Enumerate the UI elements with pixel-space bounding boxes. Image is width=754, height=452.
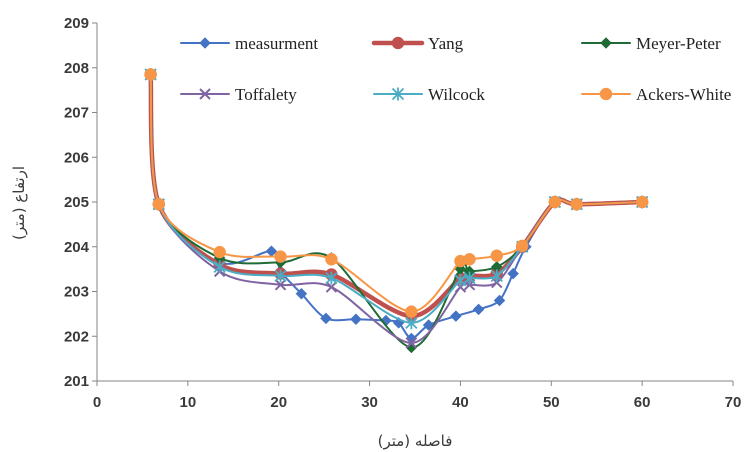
legend-label: Yang bbox=[428, 34, 464, 53]
y-tick-label: 206 bbox=[64, 149, 89, 166]
series-yang bbox=[144, 68, 649, 323]
legend-swatch-marker bbox=[600, 37, 612, 49]
data-point-ackers-white bbox=[635, 195, 649, 209]
data-point-wilcock bbox=[454, 273, 467, 287]
data-point-measurment bbox=[295, 287, 308, 300]
series-line-yang bbox=[148, 72, 645, 319]
legend-label: Toffalety bbox=[235, 85, 297, 104]
legend-label: Wilcock bbox=[428, 85, 485, 104]
x-tick-label: 0 bbox=[93, 394, 101, 411]
x-tick-label: 10 bbox=[180, 394, 197, 411]
data-point-ackers-white bbox=[274, 250, 287, 263]
data-point-measurment bbox=[450, 310, 462, 322]
legend-label: Meyer-Peter bbox=[636, 34, 721, 53]
data-point-toffalety bbox=[274, 279, 287, 291]
data-point-ackers-white bbox=[405, 305, 418, 318]
legend-label: Ackers-White bbox=[636, 85, 731, 104]
data-point-ackers-white bbox=[144, 68, 157, 81]
x-tick-label: 20 bbox=[270, 394, 287, 411]
axes: 201 202 203 204 205 206 207 208 209 0 10 20 30 40 50 60… bbox=[64, 15, 741, 411]
x-tick-label: 40 bbox=[452, 394, 469, 411]
legend-item-measurment: measurment bbox=[180, 34, 318, 53]
data-point-ackers-white bbox=[515, 239, 529, 253]
y-tick-label: 207 bbox=[64, 105, 89, 122]
legend-swatch-marker bbox=[599, 87, 613, 101]
legend: measurment Yang Meyer-Peter Toffalety Wilcoc… bbox=[180, 34, 731, 104]
series-line-toffalety bbox=[149, 73, 644, 344]
y-axis-title: ارتفاع (متر) bbox=[10, 166, 28, 240]
y-tick-label: 203 bbox=[64, 284, 89, 301]
data-point-ackers-white bbox=[152, 197, 166, 211]
x-tick-label: 60 bbox=[634, 394, 651, 411]
legend-swatch-marker bbox=[391, 87, 405, 101]
data-point-wilcock bbox=[463, 271, 476, 285]
data-point-ackers-white bbox=[463, 253, 476, 266]
y-tick-label: 201 bbox=[64, 373, 89, 390]
data-point-wilcock bbox=[405, 316, 418, 330]
x-tick-label: 30 bbox=[361, 394, 378, 411]
y-tick-label: 202 bbox=[64, 328, 89, 345]
data-point-measurment bbox=[320, 312, 332, 325]
legend-item-toffalety: Toffalety bbox=[180, 85, 297, 104]
y-tick-label: 205 bbox=[64, 194, 89, 211]
data-point-ackers-white bbox=[213, 245, 226, 259]
data-point-wilcock bbox=[490, 269, 503, 283]
data-point-measurment bbox=[350, 313, 362, 326]
legend-item-meyer-peter: Meyer-Peter bbox=[581, 34, 721, 53]
y-tick-label: 204 bbox=[64, 239, 90, 256]
data-point-measurment bbox=[507, 267, 519, 280]
legend-item-wilcock: Wilcock bbox=[373, 85, 485, 104]
y-tick-label: 208 bbox=[64, 60, 89, 77]
legend-item-ackers-white: Ackers-White bbox=[581, 85, 731, 104]
data-point-toffalety bbox=[325, 281, 338, 293]
x-axis-title: فاصله (متر) bbox=[378, 432, 453, 450]
data-point-ackers-white bbox=[325, 253, 338, 266]
series-line-measurment bbox=[149, 73, 644, 340]
series-ackers-white bbox=[144, 68, 649, 318]
data-point-ackers-white bbox=[548, 195, 562, 209]
data-point-ackers-white bbox=[570, 197, 583, 211]
data-point-wilcock bbox=[213, 260, 226, 274]
y-tick-label: 209 bbox=[64, 15, 89, 32]
legend-item-yang: Yang bbox=[371, 34, 464, 53]
series-layer bbox=[144, 67, 649, 354]
series-wilcock bbox=[144, 67, 649, 330]
data-point-wilcock bbox=[325, 271, 338, 285]
series-line-wilcock bbox=[149, 73, 644, 324]
data-point-measurment bbox=[472, 303, 485, 316]
legend-label: measurment bbox=[235, 34, 318, 53]
x-tick-label: 50 bbox=[543, 394, 560, 411]
legend-swatch-marker bbox=[199, 37, 211, 49]
data-point-ackers-white bbox=[490, 249, 504, 262]
data-point-wilcock bbox=[274, 269, 287, 283]
data-point-measurment bbox=[493, 294, 506, 307]
legend-swatch-marker bbox=[199, 88, 211, 100]
x-tick-label: 70 bbox=[725, 394, 742, 411]
data-point-toffalety bbox=[405, 337, 418, 349]
legend-swatch-marker bbox=[391, 36, 405, 50]
